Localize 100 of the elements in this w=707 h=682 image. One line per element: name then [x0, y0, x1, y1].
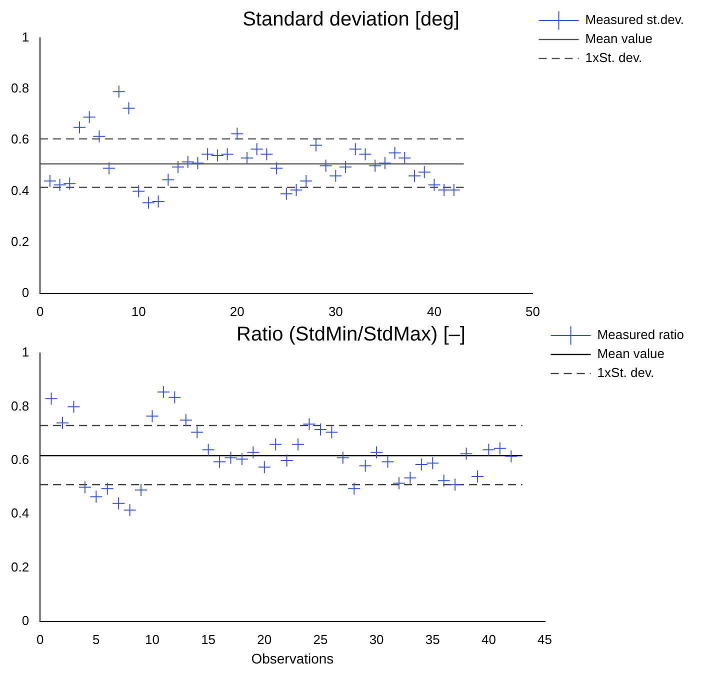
point [210, 148, 224, 162]
point [112, 496, 126, 510]
x-tick-label: 25 [313, 632, 328, 647]
point [201, 148, 214, 161]
point [470, 470, 484, 484]
point [482, 443, 496, 456]
point [398, 152, 412, 165]
point [152, 194, 165, 208]
point [179, 414, 192, 427]
x-tick-label: 15 [201, 632, 216, 647]
point [368, 159, 382, 172]
point [172, 160, 185, 174]
point [348, 142, 362, 156]
point [381, 455, 394, 468]
point [191, 156, 204, 170]
chart-title: Standard deviation [deg] [242, 8, 460, 31]
y-tick-label: 1 [22, 30, 30, 45]
x-tick-label: 50 [526, 304, 540, 319]
point [102, 162, 116, 175]
point [408, 169, 422, 182]
legend-label: Measured st.dev. [585, 12, 684, 28]
point [300, 174, 313, 188]
point [404, 471, 417, 484]
x-tick-label: 35 [425, 632, 440, 647]
point [63, 177, 76, 190]
point [448, 478, 462, 492]
point [270, 162, 284, 175]
point [258, 460, 271, 474]
point [339, 160, 352, 174]
point [309, 138, 322, 152]
legend-label: Mean value [585, 31, 652, 46]
point [392, 476, 406, 490]
point [493, 442, 506, 455]
legend-label: 1xSt. dev. [597, 365, 654, 380]
point [250, 142, 264, 156]
point [348, 482, 361, 496]
chart-title: Ratio (StdMin/StdMax) [–] [236, 324, 466, 346]
point [53, 178, 66, 192]
x-axis-title: Observations [251, 650, 334, 666]
point [428, 178, 441, 192]
point [314, 423, 327, 436]
point [358, 459, 372, 472]
point [90, 490, 103, 504]
y-tick-label: 0.4 [10, 506, 30, 521]
point [336, 451, 350, 464]
point [378, 156, 392, 170]
point [290, 183, 303, 196]
y-tick-label: 0.2 [10, 559, 30, 574]
point [202, 443, 215, 456]
x-tick-label: 20 [230, 304, 244, 319]
point [418, 166, 431, 179]
point [220, 148, 234, 161]
point [134, 483, 148, 496]
x-tick-label: 20 [257, 632, 272, 647]
y-tick-label: 0.8 [10, 398, 30, 414]
point [67, 400, 80, 414]
x-tick-label: 5 [92, 632, 100, 647]
point [280, 454, 294, 467]
point [269, 438, 282, 451]
point [82, 110, 96, 124]
x-tick-label: 45 [538, 632, 552, 647]
x-tick-label: 40 [481, 632, 496, 647]
y-tick-label: 0.2 [10, 234, 30, 249]
point [190, 426, 204, 439]
point [43, 174, 56, 188]
point [260, 148, 274, 161]
point [112, 85, 126, 98]
point [162, 173, 175, 186]
point [156, 385, 170, 398]
y-tick-label: 0 [22, 284, 30, 300]
point [292, 438, 305, 451]
point [224, 451, 238, 464]
x-tick-label: 10 [144, 632, 160, 647]
point [78, 480, 92, 494]
y-tick-label: 0.6 [10, 132, 30, 147]
point [329, 169, 342, 182]
point [146, 410, 159, 423]
point [319, 159, 332, 172]
point [181, 155, 194, 168]
x-tick-label: 30 [328, 304, 343, 319]
point [132, 184, 146, 198]
x-tick-label: 40 [426, 304, 442, 319]
y-tick-label: 0 [22, 613, 30, 628]
point [504, 450, 518, 463]
point [280, 187, 293, 200]
point [44, 392, 58, 406]
x-tick-label: 10 [131, 304, 146, 319]
point [414, 458, 428, 471]
point [246, 446, 260, 459]
point [235, 452, 248, 466]
point [437, 474, 450, 488]
x-tick-label: 0 [36, 304, 44, 319]
point [358, 148, 372, 161]
point [56, 416, 70, 430]
point [302, 418, 316, 431]
point [168, 390, 182, 404]
legend-label: Mean value [597, 346, 665, 362]
point [92, 130, 106, 143]
x-tick-label: 0 [36, 632, 44, 647]
y-tick-label: 0.4 [10, 182, 30, 198]
